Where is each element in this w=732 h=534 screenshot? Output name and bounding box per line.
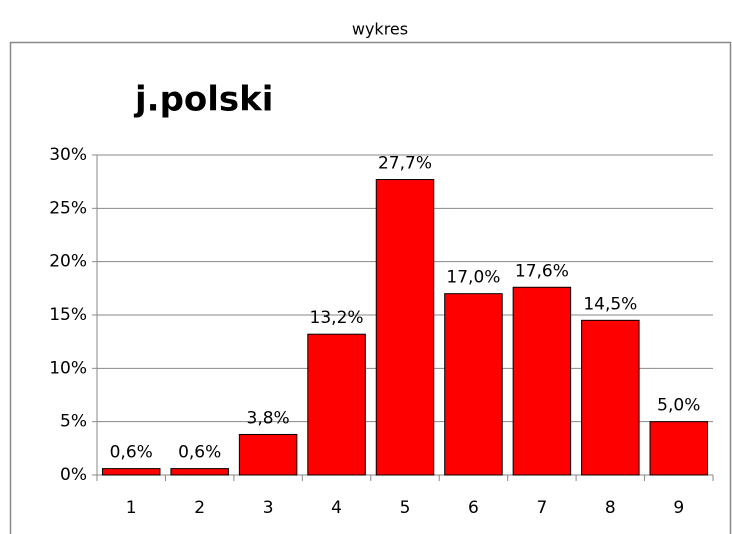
data-label: 13,2% bbox=[310, 308, 364, 328]
caption: wykres bbox=[352, 20, 408, 39]
bar bbox=[307, 333, 366, 476]
x-tick-label: 3 bbox=[263, 498, 274, 518]
x-tick-label: 1 bbox=[126, 498, 137, 518]
y-tick-label: 20% bbox=[49, 252, 87, 272]
bar bbox=[238, 433, 298, 476]
y-tick-label: 5% bbox=[60, 412, 87, 432]
chart-frame bbox=[9, 41, 732, 534]
x-tick-label: 7 bbox=[536, 498, 547, 518]
x-tick-label: 8 bbox=[605, 498, 616, 518]
bar bbox=[512, 286, 572, 476]
x-tick-label: 4 bbox=[331, 498, 342, 518]
data-label: 17,0% bbox=[446, 268, 500, 288]
x-tick-label: 9 bbox=[673, 498, 684, 518]
data-label: 17,6% bbox=[515, 261, 569, 281]
y-tick-label: 10% bbox=[49, 358, 87, 378]
chart-title: j.polski bbox=[133, 80, 273, 120]
y-tick-label: 30% bbox=[49, 145, 87, 165]
bar bbox=[375, 179, 435, 476]
data-label: 5,0% bbox=[657, 396, 700, 416]
bar bbox=[649, 421, 709, 476]
y-tick-label: 0% bbox=[60, 465, 87, 485]
data-label: 0,6% bbox=[110, 443, 153, 463]
y-tick-label: 15% bbox=[49, 305, 87, 325]
y-tick-label: 25% bbox=[49, 198, 87, 218]
x-tick-label: 6 bbox=[468, 498, 479, 518]
data-label: 14,5% bbox=[583, 294, 637, 314]
data-label: 27,7% bbox=[378, 154, 432, 174]
bar bbox=[444, 293, 503, 476]
x-tick-label: 5 bbox=[400, 498, 411, 518]
x-tick-label: 2 bbox=[194, 498, 205, 518]
bar bbox=[581, 319, 640, 476]
bar bbox=[101, 468, 161, 476]
bar bbox=[170, 468, 229, 476]
data-label: 3,8% bbox=[247, 408, 290, 428]
data-label: 0,6% bbox=[178, 443, 221, 463]
